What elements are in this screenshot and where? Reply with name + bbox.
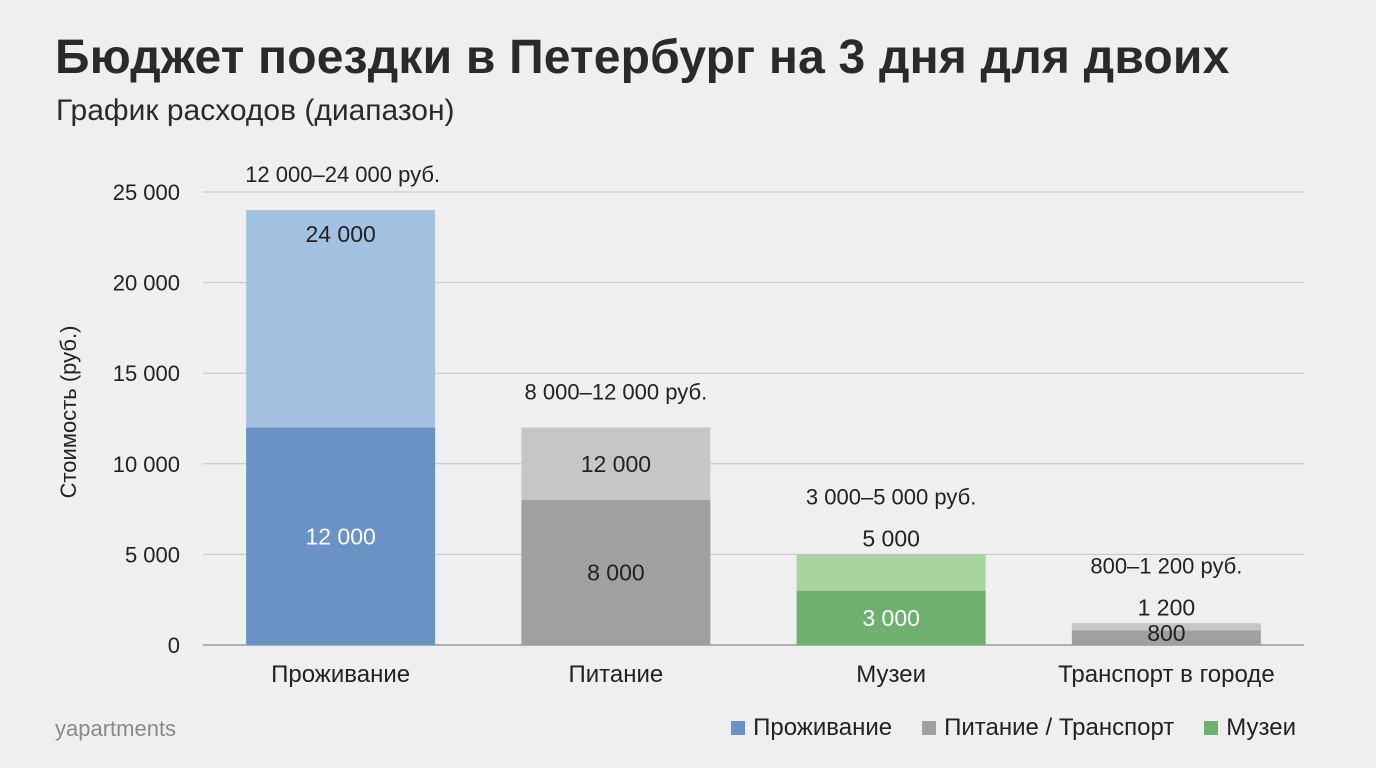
bar-min-segment: [521, 500, 711, 645]
legend-item-accommodation: Проживание: [731, 714, 892, 742]
bar-min-label: 3 000: [862, 605, 920, 631]
bar-min-segment: [1071, 630, 1261, 645]
legend-item-museums: Музеи: [1204, 714, 1296, 742]
range-label: 12 000–24 000 руб.: [245, 162, 440, 187]
bar-min-label: 800: [1147, 620, 1185, 646]
bar-max-label: 5 000: [862, 525, 920, 551]
chart-subtitle: График расходов (диапазон): [56, 94, 455, 127]
bar-max-segment: [521, 427, 711, 501]
bar-min-label: 12 000: [305, 523, 375, 549]
bar-max-label: 12 000: [581, 451, 651, 477]
bar-min-label: 8 000: [587, 560, 645, 586]
legend-swatch: [731, 721, 746, 735]
legend-label: Музеи: [1226, 714, 1296, 741]
legend-swatch: [1204, 721, 1219, 735]
y-tick-label: 25 000: [113, 180, 180, 205]
bar-max-segment: [796, 554, 986, 591]
bar-max-segment: [246, 210, 436, 428]
y-tick-label: 10 000: [113, 452, 180, 477]
y-tick-label: 0: [168, 633, 180, 658]
x-tick-label: Музеи: [856, 661, 926, 688]
bar-max-segment: [1071, 623, 1261, 631]
bar-min-segment: [246, 427, 436, 645]
x-tick-label: Питание: [569, 661, 664, 688]
y-tick-label: 15 000: [113, 361, 180, 386]
range-label: 800–1 200 руб.: [1090, 553, 1242, 578]
legend: Проживание Питание / Транспорт Музеи: [731, 714, 1296, 742]
legend-swatch: [922, 721, 937, 735]
x-axis-ticks: Проживание Питание Музеи Транспорт в городе: [271, 661, 1275, 688]
y-axis-ticks: 0 5 000 10 000 15 000 20 000 25 000: [113, 180, 180, 658]
legend-item-food-transport: Питание / Транспорт: [922, 714, 1174, 742]
legend-label: Проживание: [753, 714, 893, 741]
x-tick-label: Проживание: [271, 661, 410, 688]
bar-chart: 0 5 000 10 000 15 000 20 000 25 000 Стоимость…: [56, 162, 1304, 688]
bars: 24 000 12 000 12 000–24 000 руб. 12 000 8 00…: [245, 162, 1261, 646]
range-label: 8 000–12 000 руб.: [525, 380, 708, 405]
range-label: 3 000–5 000 руб.: [806, 484, 976, 509]
bar-max-label: 1 200: [1138, 594, 1196, 620]
x-tick-label: Транспорт в городе: [1058, 661, 1275, 688]
bar-max-label: 24 000: [305, 221, 375, 247]
brand-watermark: yapartments: [55, 716, 177, 741]
y-axis-label: Стоимость (руб.): [56, 326, 81, 499]
y-tick-label: 5 000: [125, 542, 180, 567]
bar-min-segment: [796, 590, 986, 645]
y-tick-label: 20 000: [113, 271, 180, 296]
legend-label: Питание / Транспорт: [944, 714, 1175, 741]
chart-title: Бюджет поездки в Петербург на 3 дня для …: [55, 31, 1230, 84]
